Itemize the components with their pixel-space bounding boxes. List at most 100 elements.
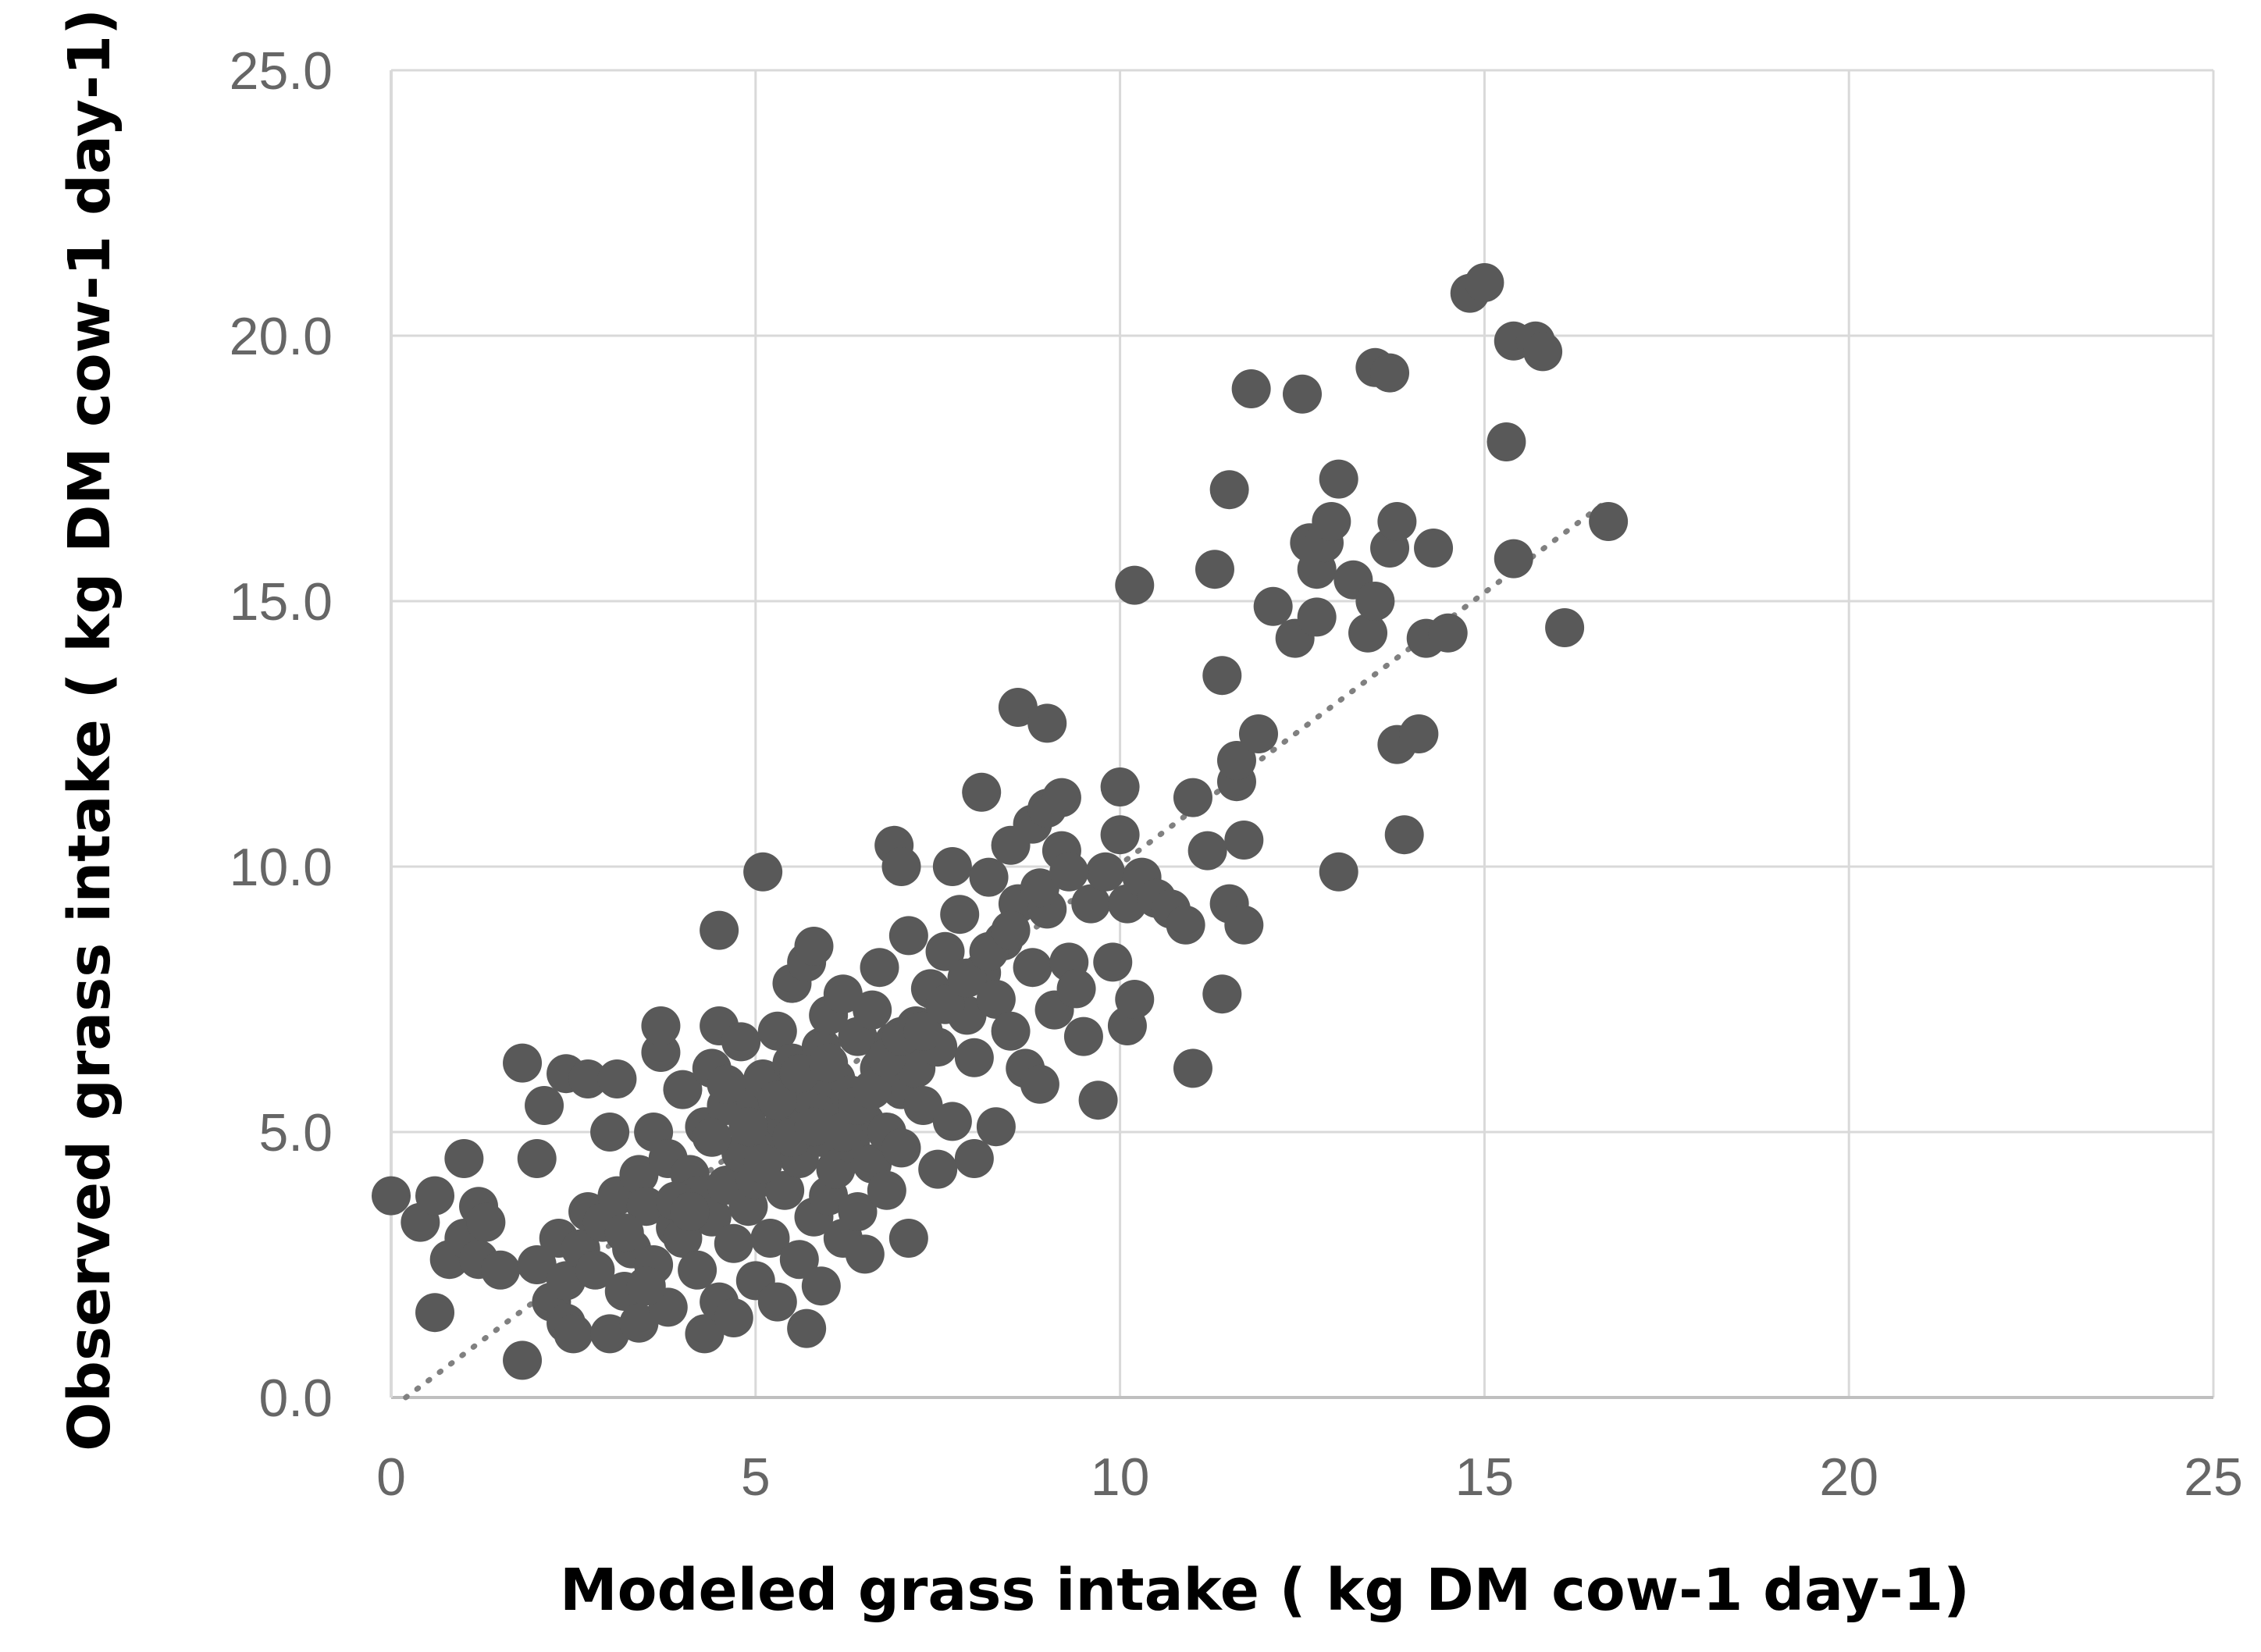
- data-point: [1297, 597, 1337, 637]
- y-tick-label: 25.0: [230, 41, 333, 101]
- data-point: [918, 1149, 958, 1189]
- data-point: [1414, 529, 1454, 568]
- data-point: [1589, 502, 1629, 541]
- data-point: [1465, 263, 1504, 302]
- x-axis-title: Modeled grass intake ( kg DM cow-1 day-1…: [560, 1557, 1970, 1624]
- data-point: [619, 1155, 659, 1194]
- data-point: [1224, 821, 1264, 860]
- data-point: [503, 1043, 543, 1083]
- y-tick-label: 10.0: [230, 838, 333, 897]
- tick-labels-layer: 0 5 10 15 20 25 0.0 5.0 10.0 15.0 20.0 25.0: [230, 41, 2243, 1507]
- data-point: [1523, 332, 1563, 372]
- data-point: [1063, 1016, 1103, 1056]
- y-axis-title: Observed grass intake ( kg DM cow-1 day-…: [56, 9, 123, 1451]
- x-tick-label: 0: [376, 1447, 406, 1507]
- data-point: [1494, 539, 1533, 579]
- data-point: [853, 990, 892, 1030]
- data-point: [597, 1059, 637, 1098]
- data-point: [925, 984, 965, 1024]
- data-point: [809, 1043, 849, 1083]
- data-point: [641, 1006, 681, 1045]
- data-point: [517, 1245, 557, 1284]
- data-point: [415, 1176, 455, 1216]
- data-point: [1020, 1064, 1059, 1104]
- data-point: [525, 1086, 564, 1125]
- x-tick-label: 10: [1091, 1447, 1150, 1507]
- data-point: [860, 948, 899, 988]
- data-point: [1078, 1081, 1118, 1120]
- data-point: [1020, 868, 1059, 908]
- data-point: [415, 1293, 455, 1333]
- data-point: [976, 1107, 1016, 1147]
- data-point: [1319, 459, 1358, 499]
- data-point: [1173, 778, 1212, 817]
- y-tick-label: 20.0: [230, 307, 333, 366]
- data-point: [1187, 831, 1227, 871]
- data-point: [1202, 656, 1242, 696]
- data-point: [954, 1038, 994, 1077]
- data-point: [575, 1250, 615, 1290]
- data-point: [1216, 741, 1256, 780]
- data-point: [1238, 714, 1278, 753]
- data-point: [998, 688, 1038, 727]
- data-point: [728, 1107, 768, 1147]
- data-point: [794, 927, 834, 966]
- data-point: [1093, 942, 1133, 982]
- data-point: [1027, 703, 1067, 743]
- data-point: [838, 1192, 878, 1231]
- data-point: [1115, 565, 1155, 605]
- data-point: [481, 1250, 521, 1290]
- data-point: [757, 1282, 797, 1322]
- data-point: [1428, 613, 1468, 653]
- y-tick-label: 5.0: [258, 1103, 333, 1162]
- data-point: [932, 1102, 972, 1141]
- data-point: [853, 1070, 892, 1109]
- data-point: [1166, 905, 1205, 945]
- data-point: [976, 980, 1016, 1019]
- data-point: [779, 1240, 819, 1280]
- data-point: [663, 1070, 703, 1109]
- data-point: [1195, 550, 1234, 589]
- data-point: [954, 1139, 994, 1178]
- data-point: [714, 1223, 753, 1263]
- data-point: [590, 1113, 630, 1152]
- data-point: [903, 1011, 943, 1051]
- data-point: [867, 1170, 906, 1210]
- data-point: [692, 1117, 732, 1157]
- data-point: [1377, 502, 1417, 541]
- data-point: [685, 1314, 725, 1354]
- data-point: [1100, 767, 1140, 806]
- data-point: [881, 1128, 921, 1168]
- data-point: [517, 1139, 557, 1178]
- data-point: [554, 1314, 593, 1354]
- data-point: [765, 1170, 805, 1210]
- data-point: [1100, 815, 1140, 855]
- data-point: [932, 847, 972, 886]
- data-point: [626, 1266, 666, 1306]
- data-point: [619, 1303, 659, 1343]
- data-point: [743, 1144, 783, 1184]
- data-point: [1173, 1049, 1212, 1088]
- data-point: [757, 1081, 797, 1120]
- data-point: [626, 1187, 666, 1227]
- x-tick-label: 5: [741, 1447, 771, 1507]
- data-point: [721, 1022, 761, 1062]
- data-point: [1224, 905, 1264, 945]
- data-point: [714, 1298, 753, 1337]
- data-point: [670, 1192, 710, 1231]
- data-point: [1049, 852, 1089, 892]
- data-point: [1348, 613, 1388, 653]
- x-tick-label: 20: [1819, 1447, 1878, 1507]
- data-point: [1115, 980, 1155, 1019]
- data-point: [969, 857, 1009, 897]
- data-point: [757, 1011, 797, 1051]
- x-tick-label: 25: [2184, 1447, 2243, 1507]
- data-point: [794, 1107, 834, 1147]
- data-point: [801, 1266, 841, 1306]
- data-point: [743, 852, 783, 892]
- data-point: [444, 1139, 484, 1178]
- data-point: [1319, 852, 1358, 892]
- data-point: [1231, 369, 1271, 408]
- data-point: [991, 910, 1031, 950]
